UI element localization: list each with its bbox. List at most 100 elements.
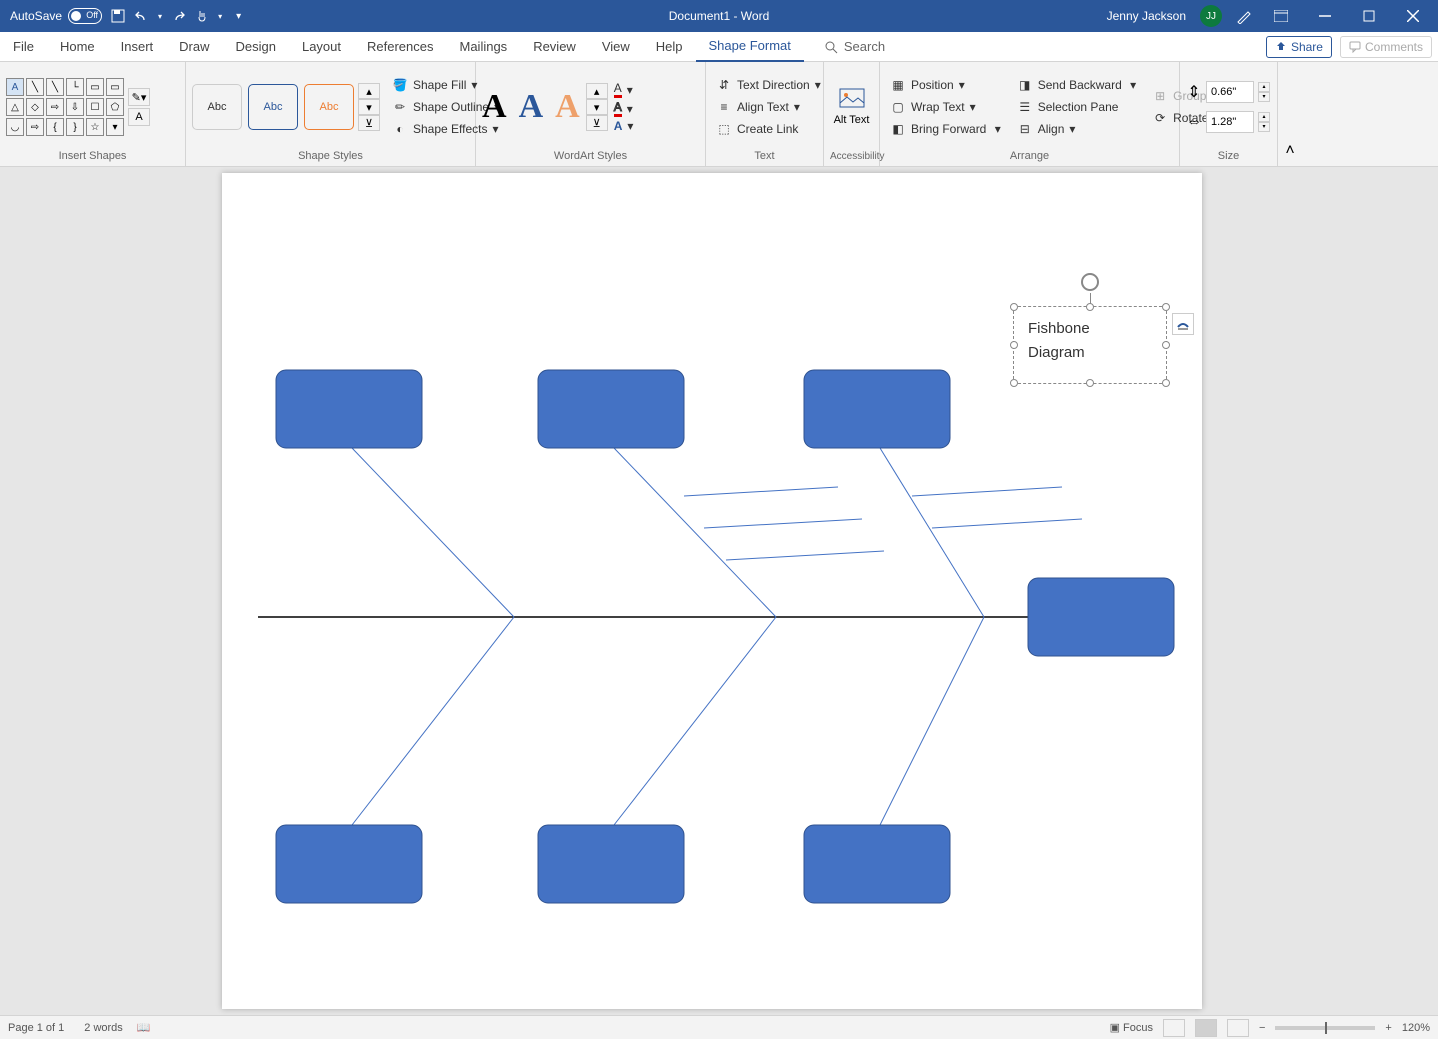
create-link-button[interactable]: ⬚Create Link [712, 119, 825, 139]
tab-mailings[interactable]: Mailings [447, 32, 521, 62]
text-effects-button[interactable]: A ▾ [614, 119, 634, 133]
tab-design[interactable]: Design [223, 32, 289, 62]
group-label: WordArt Styles [482, 148, 699, 164]
touch-mode-icon[interactable] [194, 8, 210, 24]
text-direction-button[interactable]: ⇵Text Direction ▾ [712, 75, 825, 95]
document-area[interactable]: Fishbone Diagram [0, 167, 1438, 1015]
align-text-button[interactable]: ≡Align Text ▾ [712, 97, 825, 117]
selection-pane-button[interactable]: ☰Selection Pane [1013, 97, 1140, 117]
height-down[interactable]: ▾ [1258, 92, 1270, 102]
width-down[interactable]: ▾ [1258, 122, 1270, 132]
undo-dropdown[interactable]: ▾ [158, 12, 162, 21]
alt-text-button[interactable]: Alt Text [830, 88, 873, 126]
wrap-text-button[interactable]: ▢Wrap Text ▾ [886, 97, 1005, 117]
text-fill-button[interactable]: A ▾ [614, 81, 634, 98]
zoom-slider[interactable] [1275, 1026, 1375, 1030]
group-label: Accessibility [830, 149, 873, 164]
maximize-button[interactable] [1354, 0, 1384, 32]
style-gallery-more[interactable]: ⊻ [358, 115, 380, 131]
tab-review[interactable]: Review [520, 32, 589, 62]
width-icon: ⇔ [1186, 114, 1202, 130]
qat-customize[interactable]: ▾ [236, 11, 241, 22]
share-button[interactable]: Share [1266, 36, 1332, 58]
tab-layout[interactable]: Layout [289, 32, 354, 62]
resize-handle[interactable] [1086, 379, 1094, 387]
user-avatar[interactable]: JJ [1200, 5, 1222, 27]
shape-style-1[interactable]: Abc [192, 84, 242, 130]
rotation-handle[interactable] [1081, 273, 1099, 291]
edit-shape-button[interactable]: ✎▾ [128, 88, 150, 106]
zoom-out-button[interactable]: − [1259, 1022, 1265, 1034]
wordart-up[interactable]: ▴ [586, 83, 608, 99]
close-button[interactable] [1398, 0, 1428, 32]
resize-handle[interactable] [1010, 379, 1018, 387]
focus-button[interactable]: ▣ Focus [1110, 1021, 1153, 1034]
tab-insert[interactable]: Insert [108, 32, 167, 62]
bring-forward-button[interactable]: ◧Bring Forward ▾ [886, 119, 1005, 139]
save-icon[interactable] [110, 8, 126, 24]
tab-references[interactable]: References [354, 32, 446, 62]
tab-draw[interactable]: Draw [166, 32, 222, 62]
touch-dropdown[interactable]: ▾ [218, 12, 222, 21]
layout-options-button[interactable] [1172, 313, 1194, 335]
selected-textbox[interactable]: Fishbone Diagram [1013, 306, 1167, 384]
title-bar: AutoSave Off ▾ ▾ ▾ Document1 - Word Jenn… [0, 0, 1438, 32]
tab-view[interactable]: View [589, 32, 643, 62]
undo-icon[interactable] [134, 8, 150, 24]
effects-icon: ◐ [392, 121, 408, 137]
tab-home[interactable]: Home [47, 32, 108, 62]
style-gallery-down[interactable]: ▾ [358, 99, 380, 115]
position-icon: ▦ [890, 77, 906, 93]
style-gallery-up[interactable]: ▴ [358, 83, 380, 99]
shape-style-3[interactable]: Abc [304, 84, 354, 130]
draw-mode-icon[interactable] [1236, 8, 1252, 24]
resize-handle[interactable] [1010, 341, 1018, 349]
minimize-button[interactable] [1310, 0, 1340, 32]
text-box-button[interactable]: A [128, 108, 150, 126]
print-layout-button[interactable] [1195, 1019, 1217, 1037]
autosave-toggle[interactable]: AutoSave Off [10, 8, 102, 24]
wordart-style-2[interactable]: A [519, 88, 544, 126]
wordart-more[interactable]: ⊻ [586, 115, 608, 131]
align-icon: ≡ [716, 99, 732, 115]
page [222, 173, 1202, 1009]
text-outline-button[interactable]: A ▾ [614, 100, 634, 117]
wordart-style-1[interactable]: A [482, 88, 507, 126]
align-button[interactable]: ⊟Align ▾ [1013, 119, 1140, 139]
redo-icon[interactable] [170, 8, 186, 24]
resize-handle[interactable] [1162, 379, 1170, 387]
read-mode-button[interactable] [1163, 1019, 1185, 1037]
height-input[interactable] [1206, 81, 1254, 103]
group-shape-styles: Abc Abc Abc ▴ ▾ ⊻ 🪣Shape Fill ▾ ✏Shape O… [186, 62, 476, 166]
send-backward-button[interactable]: ◨Send Backward ▾ [1013, 75, 1140, 95]
ribbon-display-icon[interactable] [1266, 0, 1296, 32]
bucket-icon: 🪣 [392, 77, 408, 93]
collapse-ribbon-button[interactable]: ˄ [1278, 62, 1302, 166]
height-up[interactable]: ▴ [1258, 82, 1270, 92]
zoom-level[interactable]: 120% [1402, 1022, 1430, 1034]
position-button[interactable]: ▦Position ▾ [886, 75, 1005, 95]
spellcheck-icon[interactable]: 📖 [137, 1021, 151, 1034]
comments-button[interactable]: Comments [1340, 36, 1432, 58]
wordart-style-3[interactable]: A [555, 88, 580, 126]
shape-style-2[interactable]: Abc [248, 84, 298, 130]
autosave-pill[interactable]: Off [68, 8, 102, 24]
tab-shape-format[interactable]: Shape Format [696, 32, 804, 62]
wordart-down[interactable]: ▾ [586, 99, 608, 115]
group-label: Arrange [886, 148, 1173, 164]
resize-handle[interactable] [1162, 341, 1170, 349]
zoom-in-button[interactable]: + [1385, 1022, 1391, 1034]
search-box[interactable]: Search [804, 39, 885, 54]
search-placeholder: Search [844, 39, 885, 54]
web-layout-button[interactable] [1227, 1019, 1249, 1037]
resize-handle[interactable] [1162, 303, 1170, 311]
tab-help[interactable]: Help [643, 32, 696, 62]
resize-handle[interactable] [1010, 303, 1018, 311]
width-input[interactable] [1206, 111, 1254, 133]
resize-handle[interactable] [1086, 303, 1094, 311]
textbox-line2: Diagram [1028, 341, 1152, 365]
width-up[interactable]: ▴ [1258, 112, 1270, 122]
tab-file[interactable]: File [0, 32, 47, 62]
word-count[interactable]: 2 words [84, 1022, 123, 1034]
shape-gallery[interactable]: A ╲╲└ ▭▭ △◇⇨ ⇩☐⬠ ◡⇨{ }☆▾ [6, 78, 124, 136]
